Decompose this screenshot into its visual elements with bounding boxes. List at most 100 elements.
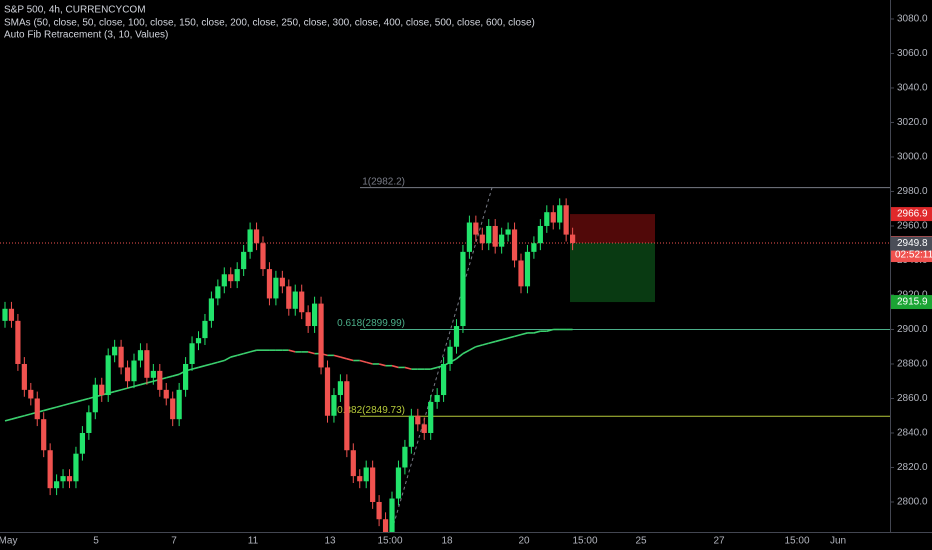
sma-segment [378, 363, 386, 367]
y-tick-label: 2880.0 [897, 359, 928, 370]
y-tick-label: 2860.0 [897, 393, 928, 404]
candle-body [54, 481, 60, 489]
candle-body [170, 398, 176, 420]
candle-body [208, 298, 214, 321]
x-tick-label: 15:00 [377, 536, 402, 547]
sma-segment [75, 399, 83, 403]
x-tick-label: 15:00 [784, 536, 809, 547]
candle-body [299, 291, 305, 313]
candle-body [460, 251, 466, 327]
candle-body [228, 274, 234, 282]
candle-body [557, 205, 563, 223]
x-tick-label: Jun [830, 536, 846, 547]
sma-segment [172, 373, 180, 377]
sma-segment [198, 364, 206, 369]
candle-body [234, 269, 240, 282]
sma-segment [140, 382, 148, 386]
candle-body [176, 389, 182, 420]
sma-segment [211, 361, 219, 365]
plot-area: 1(2982.2) 0.618(2899.99) 0.382(2849.73) [0, 176, 890, 532]
fib-label: 0.618(2899.99) [337, 318, 405, 329]
sma-segment [62, 402, 70, 407]
y-tick-label: 3060.0 [897, 48, 928, 59]
candle-body [73, 453, 79, 482]
sma-segment [223, 356, 232, 362]
candle-body [118, 346, 124, 368]
candle-body [395, 467, 402, 499]
candle-body [441, 363, 447, 396]
candle-body [279, 277, 285, 287]
x-tick-label: 15:00 [572, 536, 597, 547]
x-tick-label: 13 [324, 536, 336, 547]
sma-segment [11, 416, 19, 420]
sma-segment [346, 358, 354, 362]
candle-body [8, 308, 15, 321]
x-tick-label: 7 [171, 536, 177, 547]
candle-body [537, 225, 543, 244]
sma-segment [340, 356, 348, 360]
candle-body [34, 398, 40, 420]
candle-body [124, 367, 131, 382]
candle-body [66, 476, 73, 482]
candle-body [202, 320, 208, 339]
sma-segment [4, 418, 12, 422]
candle-body [357, 476, 363, 482]
sma-segment [204, 363, 212, 367]
sma-segment [114, 389, 122, 393]
sma-segment [391, 364, 399, 369]
sma-segment [69, 401, 77, 405]
sma-segment [24, 413, 32, 417]
candle-body [473, 222, 479, 235]
sma-segment [430, 366, 438, 370]
sma-segment [133, 383, 141, 388]
y-tick-label: 2900.0 [897, 324, 928, 335]
y-tick-label: 2980.0 [897, 186, 928, 197]
x-tick-label: 5 [93, 536, 99, 547]
candle-body [466, 222, 472, 252]
y-tick-label: 2800.0 [897, 497, 928, 508]
y-tick-label: 2820.0 [897, 462, 928, 473]
candle-body [157, 370, 163, 390]
candle-body [479, 234, 485, 244]
candle-body [312, 303, 318, 327]
axes: 2800.02820.02840.02860.02880.02900.02920… [0, 14, 932, 547]
candle-body [524, 251, 531, 287]
target-zone [570, 243, 655, 303]
candle-body [99, 384, 105, 396]
candle-body [370, 467, 376, 502]
candle-body [15, 320, 21, 364]
candle-body [260, 243, 266, 270]
candle-body [324, 367, 331, 416]
price-label: 2966.9 [897, 209, 928, 220]
candle-body [415, 415, 421, 425]
sma-segment [475, 344, 483, 348]
candle-body [550, 212, 556, 223]
sma-segment [49, 406, 57, 410]
candle-body [112, 346, 118, 356]
candle-body [382, 519, 389, 532]
sma-segment [546, 328, 554, 332]
sma-segment [501, 337, 509, 341]
sma-segment [249, 349, 257, 353]
chart-title: S&P 500, 4h, CURRENCYCOM [4, 5, 146, 16]
candle-body [434, 395, 440, 402]
candle-body [499, 234, 505, 247]
candle-body [144, 350, 150, 378]
candle-body [428, 401, 434, 433]
candle-body [344, 381, 350, 451]
sma-segment [533, 330, 541, 334]
candle-body [189, 343, 195, 364]
candle-body [402, 446, 408, 468]
sma-segment [243, 351, 251, 355]
sma-segment [120, 387, 128, 391]
candle-body [563, 205, 569, 235]
stop-zone [570, 214, 655, 244]
candle-body [247, 229, 253, 252]
candle-body [86, 412, 92, 433]
candle-body [511, 229, 518, 261]
candle-body [2, 308, 8, 321]
candle-body [215, 286, 221, 299]
x-tick-label: 18 [441, 536, 453, 547]
candle-body [505, 229, 511, 235]
